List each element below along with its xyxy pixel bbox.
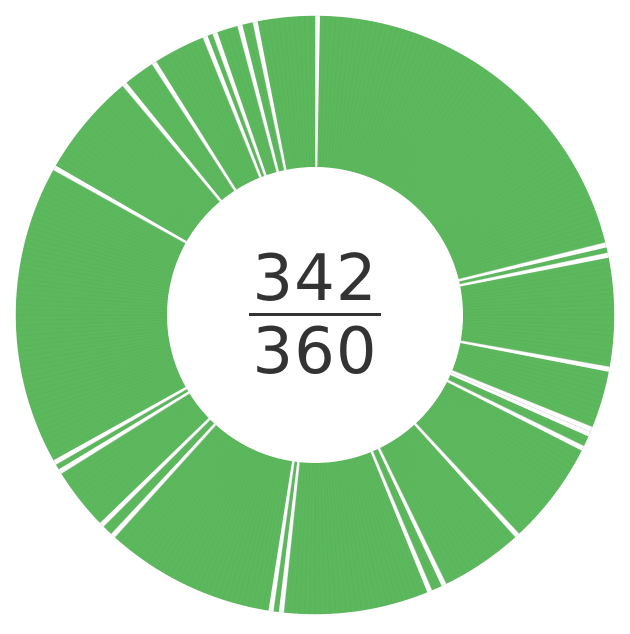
donut-hole	[167, 167, 463, 463]
donut-slices	[15, 15, 615, 615]
